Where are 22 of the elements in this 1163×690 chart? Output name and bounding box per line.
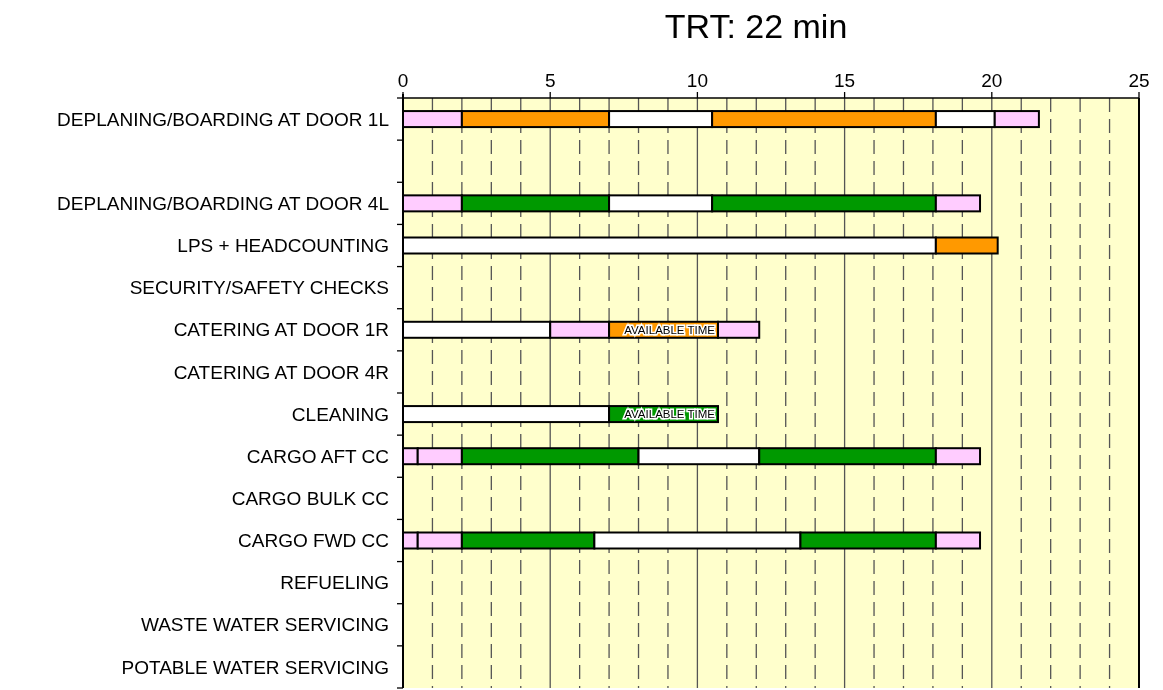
y-tick-label: CATERING AT DOOR 1R [173, 319, 389, 341]
y-tick-label: CARGO AFT CC [246, 445, 389, 467]
y-tick-label: CLEANING [291, 403, 389, 425]
x-tick-label: 25 [1128, 70, 1150, 91]
y-tick-label: CARGO BULK CC [231, 488, 389, 510]
y-tick-label: LPS + HEADCOUNTING [177, 235, 389, 257]
y-tick-label: CARGO FWD CC [238, 530, 389, 552]
x-tick-label: 5 [544, 70, 556, 91]
y-tick-label: WASTE WATER SERVICING [140, 614, 389, 636]
x-tick-label: 10 [686, 70, 708, 91]
y-tick-label: DEPLANING/BOARDING AT DOOR 4L [57, 193, 389, 215]
x-tick-label: 20 [981, 70, 1003, 91]
y-tick-label: CATERING AT DOOR 4R [173, 361, 389, 383]
annotation: AVAILABLE TIME [624, 323, 716, 336]
y-tick-label: REFUELING [280, 572, 389, 594]
y-tick-label: SECURITY/SAFETY CHECKS [129, 277, 389, 299]
x-tick-label: 15 [834, 70, 856, 91]
y-tick-label: DEPLANING/BOARDING AT DOOR 1L [57, 108, 389, 130]
y-tick-label: POTABLE WATER SERVICING [121, 656, 389, 678]
annotation: AVAILABLE TIME [624, 408, 716, 421]
chart-title: TRT: 22 min [664, 7, 848, 45]
x-tick-label: 0 [397, 70, 409, 91]
